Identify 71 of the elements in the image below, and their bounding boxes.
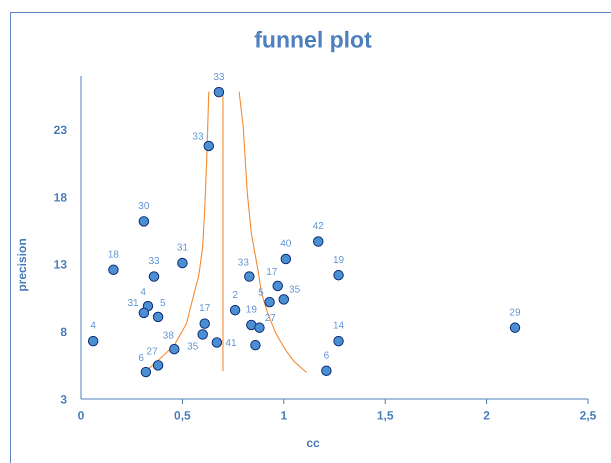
annotation: 4	[140, 287, 146, 298]
annotation: 2	[232, 290, 238, 301]
point	[203, 140, 214, 152]
annotation: 42	[312, 221, 324, 232]
point	[280, 254, 292, 264]
point	[108, 264, 119, 276]
point	[177, 258, 188, 268]
point	[246, 320, 257, 330]
point	[230, 304, 240, 316]
annotation: 30	[138, 200, 150, 212]
x-tick-label: 0	[78, 408, 85, 423]
x-axis-title: cc	[306, 436, 320, 450]
point	[313, 236, 324, 247]
point	[138, 308, 150, 318]
annotation: 18	[108, 249, 120, 260]
annotation: 40	[280, 238, 292, 250]
annotation: 5	[160, 298, 166, 310]
annotation: 33	[148, 256, 160, 268]
point	[212, 337, 222, 348]
annotation: 6	[324, 350, 330, 362]
annotation: 19	[246, 304, 258, 316]
point	[510, 322, 520, 333]
point	[214, 86, 224, 98]
point	[264, 296, 275, 308]
x-tick-label: 2	[483, 408, 490, 423]
annotation: 31	[128, 298, 140, 310]
point	[244, 271, 255, 282]
point	[250, 340, 261, 350]
line-series	[238, 92, 307, 373]
annotation: 33	[192, 131, 204, 142]
point	[152, 312, 164, 322]
annotation: 14	[332, 320, 345, 332]
x-tick-label: 2,5	[580, 408, 597, 423]
x-tick-label: 1,5	[376, 408, 394, 423]
annotation: 33	[238, 258, 250, 269]
y-tick-label: 13	[54, 258, 68, 272]
annotation: 19	[332, 254, 345, 266]
point	[254, 322, 265, 333]
point	[197, 329, 208, 340]
annotation: 27	[146, 346, 158, 358]
y-tick-label: 18	[54, 190, 68, 204]
y-tick-label: 3	[60, 392, 68, 406]
annotation: 41	[225, 338, 237, 350]
chart-title: funnel plot	[254, 26, 372, 54]
y-tick-label: 23	[54, 123, 68, 138]
annotation: 33	[213, 72, 225, 83]
annotation: 17	[199, 303, 211, 314]
point	[333, 336, 344, 346]
annotation: 35	[289, 284, 301, 296]
annotation: 35	[187, 341, 199, 352]
point	[140, 366, 152, 378]
y-tick-label: 8	[60, 324, 68, 339]
point	[321, 365, 332, 376]
annotation: 29	[509, 307, 521, 318]
x-tick-label: 0,5	[174, 408, 192, 423]
y-axis-title: precision	[15, 238, 29, 292]
point	[148, 271, 160, 282]
point	[272, 280, 283, 292]
point	[278, 294, 290, 305]
point	[169, 344, 180, 354]
x-tick-label: 1	[280, 408, 288, 423]
point	[88, 336, 98, 346]
annotation: 31	[176, 242, 188, 254]
point	[138, 216, 150, 227]
annotation: 6	[138, 353, 144, 364]
annotation: 17	[266, 267, 278, 278]
point	[152, 360, 164, 371]
point	[333, 270, 344, 280]
annotation: 38	[162, 330, 174, 342]
point	[199, 318, 210, 329]
annotation: 4	[90, 320, 96, 332]
